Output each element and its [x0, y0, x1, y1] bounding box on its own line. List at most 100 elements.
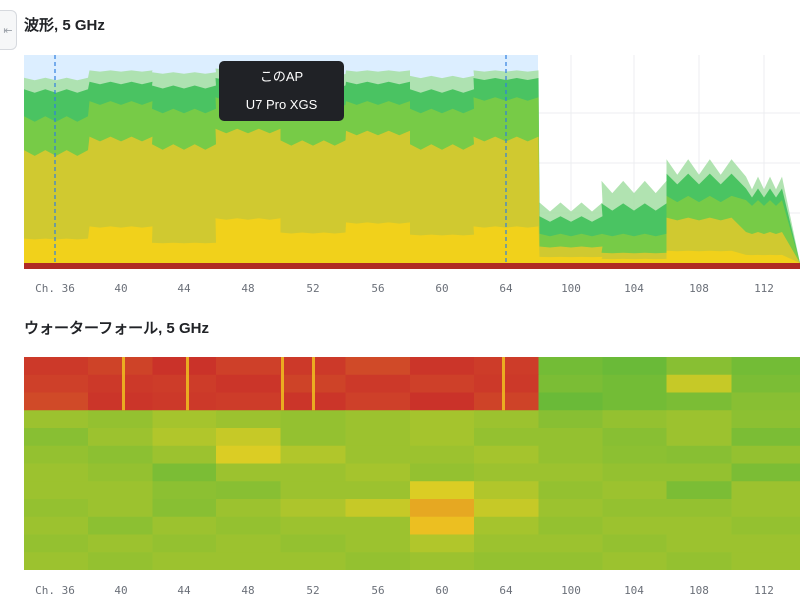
heatmap-cell	[602, 499, 667, 518]
heatmap-cell	[538, 481, 603, 500]
heatmap-cell	[410, 516, 475, 535]
x-tick-label: 52	[306, 282, 320, 295]
heatmap-cell	[410, 357, 475, 376]
x-tick-label: 40	[114, 584, 128, 597]
heatmap-cell	[24, 445, 89, 464]
heatmap-cell	[731, 410, 800, 429]
heatmap-cell	[410, 499, 475, 518]
heatmap-cell	[345, 516, 411, 535]
heatmap-cell	[666, 552, 732, 570]
heatmap-cell	[280, 445, 346, 464]
heatmap-cell	[474, 516, 539, 535]
heatmap-cell	[602, 516, 667, 535]
x-tick-label: 100	[561, 282, 581, 295]
heatmap-cell	[602, 445, 667, 464]
heatmap-streak	[502, 357, 505, 411]
heatmap-cell	[538, 428, 603, 447]
heatmap-cell	[216, 516, 281, 535]
heatmap-cell	[602, 481, 667, 500]
heatmap-cell	[24, 481, 89, 500]
waveform-chart[interactable]	[24, 55, 800, 269]
heatmap-cell	[345, 445, 411, 464]
waterfall-chart[interactable]	[24, 357, 800, 570]
heatmap-cell	[602, 534, 667, 553]
heatmap-cell	[410, 552, 475, 570]
heatmap-cell	[410, 392, 475, 411]
heatmap-cell	[152, 374, 217, 393]
heatmap-cell	[666, 357, 732, 376]
x-tick-label: 44	[177, 282, 191, 295]
heatmap-cell	[88, 534, 153, 553]
heatmap-cell	[345, 463, 411, 482]
heatmap-cell	[731, 552, 800, 570]
heatmap-cell	[666, 392, 732, 411]
heatmap-cell	[410, 428, 475, 447]
x-tick-label: 44	[177, 584, 191, 597]
heatmap-cell	[666, 499, 732, 518]
heatmap-cell	[152, 499, 217, 518]
heatmap-cell	[474, 534, 539, 553]
heatmap-cell	[538, 552, 603, 570]
heatmap-cell	[345, 428, 411, 447]
heatmap-cell	[474, 445, 539, 464]
heatmap-cell	[602, 374, 667, 393]
back-button[interactable]: ⇤	[0, 10, 17, 50]
heatmap-cell	[410, 463, 475, 482]
heatmap-cell	[410, 445, 475, 464]
heatmap-cell	[152, 463, 217, 482]
heatmap-cell	[410, 481, 475, 500]
heatmap-cell	[410, 534, 475, 553]
heatmap-cell	[280, 499, 346, 518]
heatmap-cell	[345, 481, 411, 500]
heatmap-cell	[731, 445, 800, 464]
heatmap-cell	[280, 552, 346, 570]
heatmap-cell	[152, 516, 217, 535]
x-tick-label: 40	[114, 282, 128, 295]
heatmap-cell	[666, 481, 732, 500]
ap-tooltip: このAP U7 Pro XGS	[219, 61, 344, 121]
heatmap-cell	[24, 499, 89, 518]
heatmap-cell	[731, 392, 800, 411]
heatmap-cell	[538, 499, 603, 518]
heatmap-cell	[345, 374, 411, 393]
heatmap-cell	[538, 374, 603, 393]
heatmap-cell	[731, 357, 800, 376]
heatmap-cell	[216, 374, 281, 393]
heatmap-cell	[538, 534, 603, 553]
heatmap-cell	[88, 463, 153, 482]
heatmap-cell	[280, 463, 346, 482]
heatmap-cell	[280, 534, 346, 553]
heatmap-cell	[280, 428, 346, 447]
heatmap-cell	[216, 357, 281, 376]
x-tick-label: 60	[435, 584, 449, 597]
heatmap-cell	[602, 463, 667, 482]
heatmap-cell	[88, 357, 153, 376]
tooltip-line-1: このAP	[259, 69, 304, 84]
heatmap-cell	[666, 374, 732, 393]
heatmap-cell	[602, 357, 667, 376]
heatmap-cell	[345, 499, 411, 518]
heatmap-cell	[731, 499, 800, 518]
waveform-x-axis: Ch. 36 40 44 48 52 56 60 64 100 104 108 112	[24, 282, 800, 298]
x-tick-label: 108	[689, 584, 709, 597]
heatmap-cell	[24, 516, 89, 535]
heatmap-cell	[474, 428, 539, 447]
heatmap-cell	[24, 552, 89, 570]
heatmap-cell	[24, 463, 89, 482]
heatmap-cell	[731, 516, 800, 535]
heatmap-cell	[280, 410, 346, 429]
x-tick-label: 48	[241, 584, 255, 597]
heatmap-cell	[88, 392, 153, 411]
waterfall-svg	[24, 357, 800, 570]
heatmap-cell	[88, 428, 153, 447]
x-tick-label: 104	[624, 282, 644, 295]
x-tick-label: 56	[371, 282, 385, 295]
heatmap-cell	[731, 481, 800, 500]
heatmap-cell	[666, 428, 732, 447]
x-tick-label: Ch. 36	[35, 282, 75, 295]
heatmap-cell	[410, 374, 475, 393]
heatmap-cell	[538, 410, 603, 429]
x-tick-label: 104	[624, 584, 644, 597]
x-tick-label: 100	[561, 584, 581, 597]
heatmap-streak	[186, 357, 189, 411]
